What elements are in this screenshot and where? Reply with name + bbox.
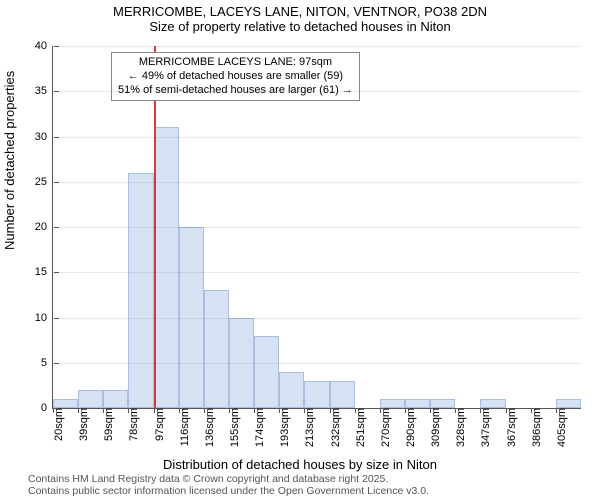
bar <box>279 372 304 408</box>
y-tick: 25 <box>35 176 53 188</box>
x-tick: 328sqm <box>449 408 467 447</box>
bar <box>304 381 329 408</box>
x-tick: 309sqm <box>424 408 442 447</box>
footer-line-1: Contains HM Land Registry data © Crown c… <box>28 473 429 486</box>
annotation-box: MERRICOMBE LACEYS LANE: 97sqm ← 49% of d… <box>111 52 360 101</box>
y-axis-label: Number of detached properties <box>2 71 17 250</box>
bar <box>103 390 128 408</box>
footer-attribution: Contains HM Land Registry data © Crown c… <box>28 473 429 498</box>
bar <box>254 336 279 408</box>
x-tick: 270sqm <box>374 408 392 447</box>
x-tick: 251sqm <box>349 408 367 447</box>
x-tick: 155sqm <box>223 408 241 447</box>
x-tick: 59sqm <box>97 408 115 441</box>
y-tick: 5 <box>41 357 53 369</box>
chart-container: { "title_line1": "MERRICOMBE, LACEYS LAN… <box>0 0 600 500</box>
gridline <box>53 182 581 183</box>
x-tick: 39sqm <box>72 408 90 441</box>
y-tick: 10 <box>35 312 53 324</box>
x-tick: 367sqm <box>500 408 518 447</box>
bar <box>128 173 153 408</box>
x-tick: 97sqm <box>148 408 166 441</box>
x-tick: 213sqm <box>298 408 316 447</box>
gridline <box>53 318 581 319</box>
footer-line-2: Contains public sector information licen… <box>28 485 429 498</box>
title-line-1: MERRICOMBE, LACEYS LANE, NITON, VENTNOR,… <box>0 4 600 19</box>
gridline <box>53 272 581 273</box>
bar <box>154 127 179 408</box>
bar <box>405 399 430 408</box>
gridline <box>53 227 581 228</box>
x-tick: 116sqm <box>173 408 191 446</box>
x-axis-label: Distribution of detached houses by size … <box>0 457 600 472</box>
x-tick: 78sqm <box>122 408 140 441</box>
y-tick: 40 <box>35 40 53 52</box>
annotation-line-2: ← 49% of detached houses are smaller (59… <box>118 70 353 84</box>
bar <box>556 399 581 408</box>
annotation-line-1: MERRICOMBE LACEYS LANE: 97sqm <box>118 56 353 70</box>
bar <box>330 381 355 408</box>
y-tick: 20 <box>35 221 53 233</box>
x-tick: 20sqm <box>47 408 65 441</box>
y-tick: 15 <box>35 266 53 278</box>
bar <box>78 390 103 408</box>
x-tick: 405sqm <box>550 408 568 447</box>
title-line-2: Size of property relative to detached ho… <box>0 19 600 34</box>
bar <box>380 399 405 408</box>
y-tick: 30 <box>35 131 53 143</box>
gridline <box>53 46 581 47</box>
plot-area: MERRICOMBE LACEYS LANE: 97sqm ← 49% of d… <box>52 46 581 409</box>
x-tick: 290sqm <box>399 408 417 447</box>
bar <box>53 399 78 408</box>
bar <box>480 399 505 408</box>
x-tick: 386sqm <box>525 408 543 447</box>
x-tick: 193sqm <box>273 408 291 447</box>
chart-title: MERRICOMBE, LACEYS LANE, NITON, VENTNOR,… <box>0 0 600 34</box>
x-tick: 136sqm <box>198 408 216 447</box>
bar <box>204 290 229 408</box>
y-tick: 35 <box>35 85 53 97</box>
bar <box>430 399 455 408</box>
gridline <box>53 91 581 92</box>
gridline <box>53 363 581 364</box>
x-tick: 232sqm <box>324 408 342 447</box>
gridline <box>53 137 581 138</box>
x-tick: 174sqm <box>248 408 266 447</box>
x-tick: 347sqm <box>474 408 492 447</box>
